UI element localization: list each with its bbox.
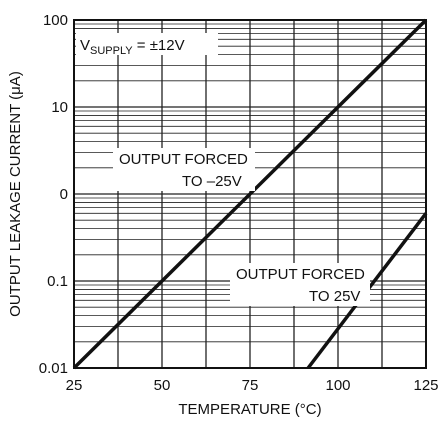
y-axis-title: OUTPUT LEAKAGE CURRENT (μA) [7, 71, 24, 317]
forced-neg-annotation-line2: TO –25V [182, 173, 242, 190]
x-tick-labels: 25 50 75 100 125 [66, 377, 439, 394]
plot-frame [73, 19, 427, 369]
x-tick-label: 25 [66, 377, 83, 394]
annotations: VSUPPLY = ±12V OUTPUT FORCED TO –25V OUT… [76, 33, 370, 306]
forced-pos-annotation-bg [230, 263, 370, 306]
forced-pos-annotation-line1: OUTPUT FORCED [236, 266, 365, 283]
y-tick-label: 0 [60, 186, 68, 203]
x-tick-label: 50 [154, 377, 171, 394]
x-tick-label: 75 [242, 377, 259, 394]
x-axis-title: TEMPERATURE (°C) [178, 401, 321, 418]
x-tick-label: 100 [325, 377, 350, 394]
x-tick-label: 125 [413, 377, 438, 394]
y-tick-label: 0.01 [39, 360, 68, 377]
y-tick-label: 100 [43, 12, 68, 29]
y-tick-labels: 0.01 0.1 0 10 100 [39, 12, 68, 377]
y-tick-label: 10 [51, 99, 68, 116]
supply-annotation: VSUPPLY = ±12V [80, 37, 185, 57]
y-tick-label: 0.1 [47, 273, 68, 290]
forced-neg-annotation-line1: OUTPUT FORCED [119, 151, 248, 168]
forced-pos-annotation-line2: TO 25V [309, 288, 360, 305]
supply-annotation-bg [76, 33, 218, 55]
forced-neg-annotation-bg [113, 148, 255, 191]
series-line-1 [72, 18, 428, 370]
